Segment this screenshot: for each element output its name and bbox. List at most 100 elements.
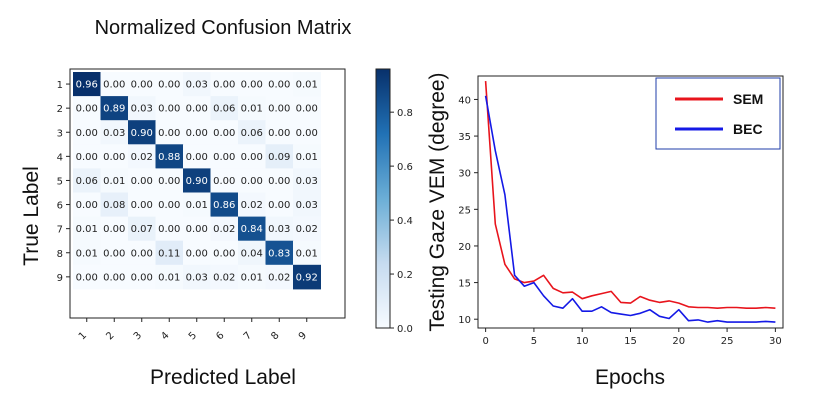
cm-cell-label: 0.00	[213, 176, 235, 187]
colorbar-tick-label: 0.4	[397, 216, 413, 227]
line-chart-lines	[484, 81, 776, 323]
cm-cell-r9-c1	[73, 264, 101, 290]
cm-cell-label: 0.01	[241, 272, 263, 283]
colorbar-tick-label: 0.0	[397, 324, 413, 335]
cm-cell-label: 0.01	[296, 152, 318, 163]
cm-cell-label: 0.06	[76, 176, 98, 187]
cm-cell-r7-c5	[183, 216, 211, 242]
cm-cell-label: 0.03	[186, 80, 208, 91]
cm-cell-label: 0.00	[103, 152, 125, 163]
cm-cell-r9-c7	[238, 264, 266, 290]
cm-cell-r9-c4	[155, 264, 184, 290]
cm-cell-r5-c3	[128, 168, 156, 193]
cm-cell-label: 0.00	[131, 80, 153, 91]
cm-xtick-label: 2	[104, 330, 116, 342]
line-chart-ylabel: Testing Gaze VEM (degree)	[426, 72, 449, 331]
cm-cell-label: 0.00	[131, 248, 153, 259]
cm-cell-label: 0.84	[241, 224, 263, 235]
cm-cell-label: 0.01	[76, 248, 98, 259]
confusion-matrix-xlabel: Predicted Label	[150, 366, 296, 389]
cm-cell-r5-c2	[100, 168, 129, 193]
cm-cell-label: 0.00	[268, 104, 290, 115]
cm-cell-r7-c8	[265, 216, 294, 242]
cm-cell-r3-c6	[210, 120, 239, 145]
cm-cell-label: 0.00	[158, 104, 180, 115]
cm-xtick-label: 8	[269, 330, 281, 342]
cm-cell-r8-c5	[183, 240, 211, 266]
colorbar-ticks: 0.0 0.2 0.4 0.6 0.8	[390, 108, 413, 335]
cm-cell-label: 0.01	[186, 200, 208, 211]
cm-cell-r7-c7	[238, 216, 266, 242]
cm-cell-label: 0.88	[158, 152, 180, 163]
cm-cell-r9-c6	[210, 264, 239, 290]
line-ytick-label: 40	[458, 95, 471, 106]
confusion-matrix-title: Normalized Confusion Matrix	[95, 17, 352, 39]
cm-cell-label: 0.00	[76, 152, 98, 163]
line-xtick-label: 15	[624, 336, 637, 347]
cm-ytick-label: 9	[57, 273, 63, 284]
cm-cell-r9-c2	[100, 264, 129, 290]
cm-cell-label: 0.90	[186, 176, 208, 187]
line-xtick-label: 5	[531, 336, 537, 347]
cm-cell-r4-c2	[100, 144, 129, 169]
cm-cell-label: 0.03	[296, 176, 318, 187]
cm-cell-label: 0.96	[76, 80, 98, 91]
cm-cell-label: 0.00	[186, 152, 208, 163]
cm-cell-label: 0.03	[131, 104, 153, 115]
cm-cell-r8-c3	[128, 240, 156, 266]
cm-cell-r6-c7	[238, 192, 266, 218]
cm-cell-r2-c3	[128, 96, 156, 121]
line-ytick-label: 20	[458, 242, 471, 253]
cm-cell-label: 0.00	[131, 176, 153, 187]
cm-cell-r1-c8	[265, 72, 294, 97]
colorbar-tick-label: 0.2	[397, 270, 413, 281]
cm-xtick-label: 7	[242, 330, 254, 342]
cm-cell-label: 0.11	[158, 248, 180, 259]
colorbar	[375, 68, 391, 329]
cm-cell-r8-c4	[155, 240, 184, 266]
cm-cell-label: 0.00	[241, 80, 263, 91]
cm-cell-label: 0.00	[296, 128, 318, 139]
colorbar-tick-label: 0.6	[397, 162, 413, 173]
cm-cell-r4-c3	[128, 144, 156, 169]
cm-xtick-label: 3	[132, 330, 144, 342]
cm-cell-r4-c7	[238, 144, 266, 169]
cm-cell-label: 0.00	[76, 272, 98, 283]
cm-cell-label: 0.04	[241, 248, 263, 259]
cm-cell-label: 0.00	[213, 248, 235, 259]
cm-cell-r3-c8	[265, 120, 294, 145]
confusion-matrix-frame	[69, 68, 346, 319]
cm-cell-r7-c1	[73, 216, 101, 242]
cm-cell-r5-c4	[155, 168, 184, 193]
line-xtick-label: 10	[576, 336, 589, 347]
cm-cell-label: 0.02	[213, 272, 235, 283]
cm-cell-label: 0.07	[131, 224, 153, 235]
series-line-bec	[484, 95, 776, 323]
legend-box	[655, 77, 781, 150]
cm-cell-label: 0.00	[76, 200, 98, 211]
cm-cell-r2-c7	[238, 96, 266, 121]
cm-cell-label: 0.01	[296, 248, 318, 259]
cm-cell-r8-c8	[265, 240, 294, 266]
cm-cell-r4-c8	[265, 144, 294, 169]
line-xtick-label: 0	[482, 336, 488, 347]
cm-cell-label: 0.08	[103, 200, 125, 211]
cm-cell-r3-c9	[293, 120, 321, 145]
cm-cell-label: 0.02	[241, 200, 263, 211]
cm-cell-r8-c9	[293, 240, 321, 266]
cm-cell-label: 0.01	[158, 272, 180, 283]
cm-cell-r3-c5	[183, 120, 211, 145]
cm-ytick-label: 2	[57, 104, 63, 115]
cm-cell-label: 0.00	[213, 152, 235, 163]
cm-cell-r2-c6	[210, 96, 239, 121]
cm-ytick-label: 6	[57, 201, 63, 212]
line-xtick-label: 30	[769, 336, 782, 347]
line-xtick-label: 20	[672, 336, 685, 347]
cm-cell-r4-c4	[155, 144, 184, 169]
cm-cell-r1-c3	[128, 72, 156, 97]
cm-xtick-label: 9	[297, 330, 309, 342]
cm-cell-r3-c4	[155, 120, 184, 145]
cm-cell-label: 0.00	[296, 104, 318, 115]
cm-ytick-label: 3	[57, 128, 63, 139]
